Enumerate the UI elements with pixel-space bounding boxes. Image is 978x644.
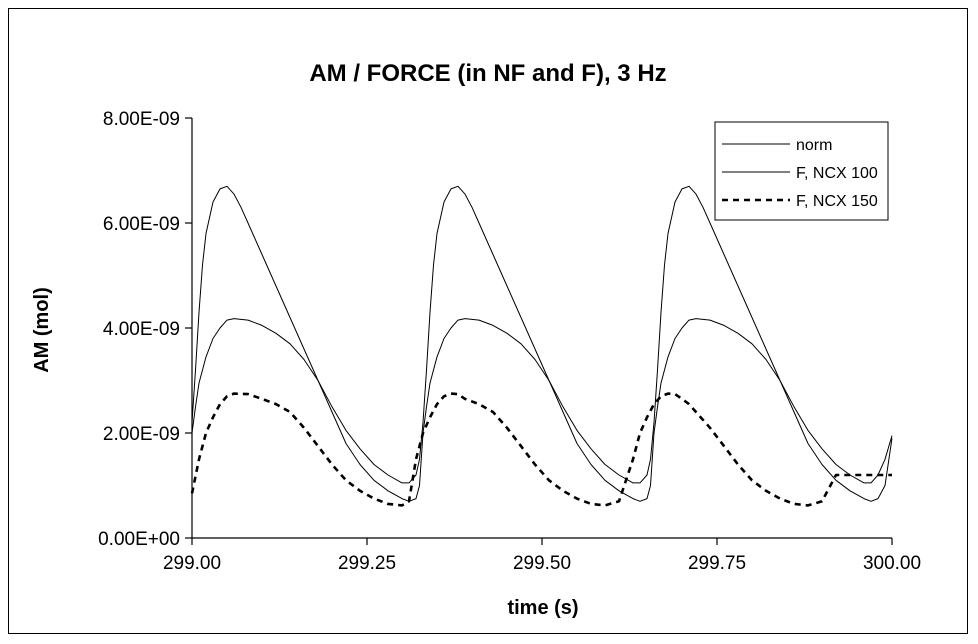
x-tick-label: 299.50 [513, 553, 571, 574]
legend-box [714, 121, 889, 221]
y-tick-label: 8.00E-09 [103, 109, 180, 130]
series-line-2 [190, 392, 892, 507]
x-tick-label: 300.00 [863, 553, 921, 574]
legend-entry-label: F, NCX 100 [796, 165, 878, 182]
y-tick-label: 2.00E-09 [103, 424, 180, 445]
y-tick-label: 0.00E+00 [98, 529, 180, 550]
chart-title: AM / FORCE (in NF and F), 3 Hz [309, 60, 666, 87]
chart-frame [8, 8, 968, 634]
x-tick-label: 299.75 [688, 553, 746, 574]
y-axis-label: AM (mol) [31, 287, 53, 373]
series-line-0 [191, 185, 893, 484]
legend-entry-label: F, NCX 150 [796, 193, 878, 210]
y-tick-label: 6.00E-09 [103, 214, 180, 235]
x-axis: 299.00 299.25 299.50 299.75 300.00 [163, 537, 921, 574]
legend: norm F, NCX 100 F, NCX 150 [714, 121, 889, 221]
legend-entry-label: norm [796, 137, 832, 154]
y-axis: 0.00E+00 2.00E-09 4.00E-09 6.00E-09 8.00E-09 [98, 109, 193, 550]
x-axis-label: time (s) [507, 597, 578, 619]
x-tick-label: 299.25 [338, 553, 396, 574]
x-tick-label: 299.00 [163, 553, 221, 574]
series-line-1 [191, 318, 893, 502]
plot-area [190, 185, 893, 507]
y-tick-label: 4.00E-09 [103, 319, 180, 340]
